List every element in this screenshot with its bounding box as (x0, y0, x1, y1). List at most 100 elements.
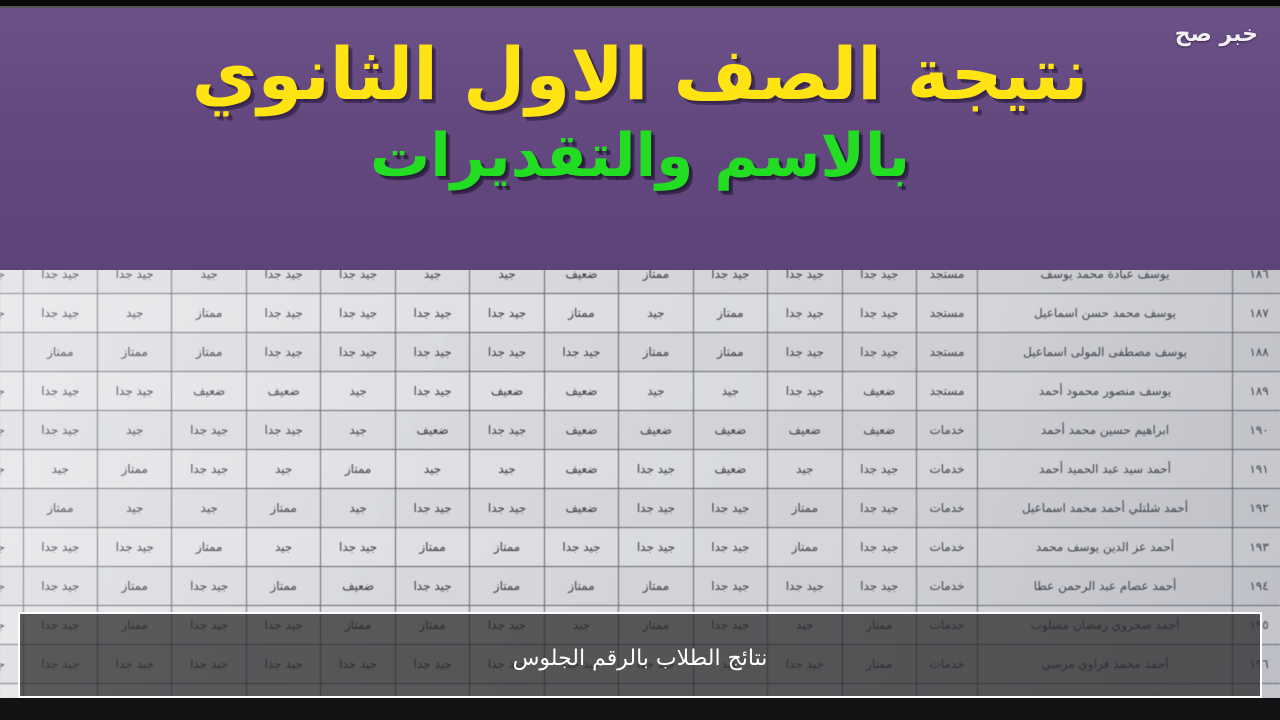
cell-grade: جيد جدا (0, 566, 24, 606)
cell-seat: ١٩٣ (1232, 527, 1280, 567)
cell-grade: جيد جدا (394, 332, 471, 372)
cell-grade: جيد جدا (692, 268, 769, 294)
cell-grade: ممتاز (692, 332, 769, 372)
cell-seat: ١٩٤ (1232, 566, 1280, 606)
cell-grade: ضعيف (320, 566, 396, 606)
cell-grade: جيد جدا (394, 488, 471, 528)
cell-grade: جيد جدا (0, 268, 24, 294)
cell-grade: جيد (767, 449, 843, 489)
cell-grade: جيد (97, 488, 173, 528)
cell-grade: ممتاز (618, 268, 694, 294)
cell-grade: جيد (469, 268, 545, 294)
cell-grade: ممتاز (767, 527, 843, 567)
cell-grade: ممتاز (618, 332, 694, 372)
cell-grade: جيد جدا (245, 268, 322, 294)
cell-grade: جيد جدا (543, 527, 620, 567)
cell-grade: جيد جدا (469, 410, 545, 450)
cell-grade: جيد جدا (841, 566, 918, 606)
cell-grade: جيد (692, 371, 769, 411)
cell-grade: جيد جدا (245, 332, 322, 372)
cell-grade: جيد جدا (22, 527, 99, 567)
cell-grade: ضعيف (841, 371, 918, 411)
cell-grade: ممتاز (97, 449, 173, 489)
banner-title-group: نتيجة الصف الاول الثانوي بالاسم والتقدير… (0, 34, 1280, 189)
cell-grade: جيد جدا (320, 332, 396, 372)
cell-status: خدمات (916, 488, 978, 528)
cell-grade: جيد جدا (394, 566, 471, 606)
cell-grade: جيد جدا (320, 293, 396, 333)
cell-seat: ١٨٩ (1232, 371, 1280, 411)
cell-grade: جيد جدا (841, 268, 918, 294)
cell-grade: ضعيف (543, 488, 620, 528)
cell-grade: جيد جدا (22, 268, 99, 294)
table-row: ١٩٤ أحمد عصام عبد الرحمن عطا خدمات جيد جدا ج… (0, 566, 1280, 606)
cell-grade: ممتاز (171, 293, 247, 333)
cell-grade: ممتاز (543, 293, 620, 333)
cell-grade: جيد جدا (0, 449, 24, 489)
cell-grade: جيد (97, 410, 173, 450)
cell-grade: جيد (618, 293, 694, 333)
cell-status: مستجد (916, 268, 978, 294)
cell-grade: جيد جدا (245, 410, 322, 450)
cell-grade: جيد جدا (618, 449, 694, 489)
cell-seat: ١٨٨ (1232, 332, 1280, 372)
cell-grade: ضعيف (692, 449, 769, 489)
cell-grade: جيد جدا (767, 332, 843, 372)
cell-grade: جيد جدا (767, 371, 843, 411)
cell-grade: جيد (245, 449, 322, 489)
cell-grade: جيد جدا (22, 566, 99, 606)
cell-grade: ضعيف (394, 410, 471, 450)
cell-grade: جيد جدا (841, 449, 918, 489)
cell-grade: جيد (394, 268, 471, 294)
cell-grade: جيد جدا (22, 371, 99, 411)
cell-grade: جيد جدا (767, 293, 843, 333)
cell-grade: جيد جدا (841, 293, 918, 333)
cell-grade: جيد جدا (692, 566, 769, 606)
cell-grade: جيد (320, 371, 396, 411)
cell-grade: ضعيف (692, 410, 769, 450)
cell-grade: ممتاز (245, 488, 322, 528)
top-strip-highlight (0, 6, 1280, 8)
cell-grade: ضعيف (245, 371, 322, 411)
cell-name: أحمد شلتلي أحمد محمد اسماعيل (977, 488, 1233, 528)
cell-grade: ضعيف (618, 410, 694, 450)
cell-grade: جيد جدا (469, 332, 545, 372)
cell-grade: جيد (320, 488, 396, 528)
cell-grade: جيد جدا (767, 268, 843, 294)
cell-grade: جيد جدا (618, 527, 694, 567)
cell-grade: ممتاز (171, 527, 247, 567)
cell-grade: ممتاز (0, 332, 24, 372)
cell-status: مستجد (916, 332, 978, 372)
cell-grade: جيد (22, 449, 99, 489)
cell-name: يوسف مصطفى المولى اسماعيل (977, 332, 1233, 372)
cell-grade: جيد جدا (0, 527, 24, 567)
cell-grade: ممتاز (320, 449, 396, 489)
cell-grade: جيد جدا (97, 371, 173, 411)
cell-grade: ممتاز (394, 527, 471, 567)
cell-grade: جيد (469, 449, 545, 489)
cell-name: ابراهيم حسين محمد أحمد (977, 410, 1233, 450)
table-row: ١٨٧ يوسف محمد حسن اسماعيل مستجد جيد جدا جيد … (0, 293, 1280, 333)
highlight-overlay-band (18, 612, 1262, 698)
cell-grade: جيد جدا (97, 268, 173, 294)
cell-grade: جيد (320, 410, 396, 450)
cell-grade: ضعيف (543, 410, 620, 450)
cell-grade: جيد جدا (0, 410, 24, 450)
cell-grade: ممتاز (97, 332, 173, 372)
cell-grade: ممتاز (469, 527, 545, 567)
cell-status: خدمات (916, 449, 978, 489)
table-row: ١٨٩ يوسف منصور محمود أحمد مستجد ضعيف جيد جدا… (0, 371, 1280, 411)
cell-grade: جيد جدا (767, 566, 843, 606)
cell-grade: ضعيف (543, 371, 620, 411)
cell-name: يوسف عبادة محمد يوسف (977, 268, 1233, 294)
cell-grade: جيد (0, 488, 24, 528)
cell-grade: جيد جدا (171, 566, 247, 606)
cell-grade: ضعيف (841, 410, 918, 450)
cell-name: أحمد سيد عبد الحميد أحمد (977, 449, 1233, 489)
page-title-line1: نتيجة الصف الاول الثانوي (191, 32, 1089, 116)
cell-grade: ممتاز (767, 488, 843, 528)
cell-grade: ضعيف (469, 371, 545, 411)
cell-grade: ضعيف (171, 371, 247, 411)
cell-grade: جيد جدا (841, 332, 918, 372)
cell-grade: جيد جدا (469, 293, 545, 333)
